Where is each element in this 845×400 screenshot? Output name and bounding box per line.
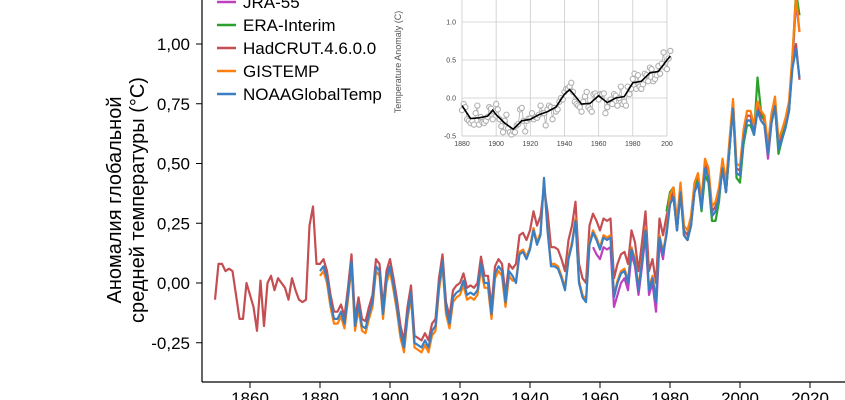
inset-annual-point — [503, 111, 510, 118]
x-tick-label: 1900 — [371, 389, 409, 400]
y-axis-label-line-1: Аномалия глобальной — [104, 96, 126, 303]
inset-annual-point — [537, 102, 544, 109]
inset-x-tick-label: 1940 — [557, 141, 573, 148]
inset-y-tick-label: 1.0 — [446, 20, 456, 27]
inset-x-tick-label: 1980 — [625, 141, 641, 148]
legend: JRA-55 ERA-Interim HadCRUT.4.6.0.0 GISTEMP N… — [217, 0, 382, 104]
x-tick-label: 1880 — [301, 389, 339, 400]
legend-label: NOAAGlobalTemp — [243, 85, 382, 104]
y-tick-label: 0,00 — [157, 274, 190, 293]
inset-annual-point — [609, 100, 616, 108]
main-plot-axes: 1,00 0,75 0,50 0,25 0,00 -0,25 1860 1880 1900 192… — [151, 0, 845, 400]
inset-annual-point — [660, 49, 667, 56]
legend-item: JRA-55 — [217, 0, 300, 12]
inset-x-tick-label: 1920 — [523, 141, 539, 148]
inset-annual-point — [600, 90, 607, 97]
inset-annual-point — [489, 116, 496, 123]
inset-annual-point — [667, 47, 674, 55]
inset-annual-point — [622, 102, 630, 109]
inset-annual-point — [499, 129, 507, 136]
legend-label: HadCRUT.4.6.0.0 — [243, 39, 376, 58]
inset-x-tick-label: 1900 — [488, 141, 504, 148]
inset-annual-point — [528, 110, 536, 117]
inset-annual-point — [648, 65, 655, 73]
inset-annual-point — [493, 100, 500, 108]
x-tick-label: 1960 — [581, 389, 619, 400]
inset-annual-point — [583, 88, 590, 96]
y-axis-label-line-2: средней температуры (°C) — [127, 77, 149, 323]
inset-annual-point — [614, 102, 621, 109]
inset-annual-point — [634, 72, 642, 79]
legend-item: HadCRUT.4.6.0.0 — [217, 39, 376, 58]
main-plot-series — [213, 0, 801, 354]
inset-annual-point — [604, 103, 611, 111]
inset-annual-point — [639, 81, 647, 88]
inset-annual-point — [656, 70, 664, 77]
y-tick-label: 0,75 — [157, 95, 190, 114]
x-tick-label: 1860 — [231, 389, 269, 400]
series-line-noaaglobaltemp — [319, 47, 801, 349]
inset-annual-point — [494, 106, 502, 113]
x-tick-label: 1980 — [651, 389, 689, 400]
inset-annual-point — [588, 108, 595, 115]
inset-annual-point — [663, 65, 671, 73]
y-tick-label: 0,25 — [157, 214, 190, 233]
inset-y-tick-label: 0.0 — [446, 96, 456, 103]
y-tick-label: 0,50 — [157, 155, 190, 174]
inset-annual-point — [549, 116, 556, 123]
y-tick-label: -0,25 — [151, 334, 190, 353]
inset-background — [390, 0, 665, 150]
inset-y-tick-label: 0.5 — [446, 58, 456, 65]
legend-label: JRA-55 — [243, 0, 300, 12]
inset-annual-point — [617, 83, 624, 90]
inset-x-tick-label: 200 — [661, 141, 673, 148]
inset-y-tick-label: -0.5 — [444, 134, 456, 141]
legend-item: GISTEMP — [217, 62, 320, 81]
inset-smoothed-line — [461, 55, 671, 131]
inset-annual-point — [554, 106, 561, 113]
inset-annual-point — [511, 129, 519, 136]
inset-x-tick-label: 1960 — [591, 141, 607, 148]
inset-annual-point — [522, 128, 529, 135]
y-axis-label: Аномалия глобальной средней температуры … — [104, 77, 149, 323]
inset-annual-point — [602, 110, 609, 117]
inset-annual-point — [498, 122, 505, 130]
inset-annual-point — [472, 110, 479, 117]
inset-x-tick-label: 1880 — [454, 141, 470, 148]
x-tick-label: 2000 — [721, 389, 759, 400]
inset-annual-point — [595, 96, 602, 103]
inset-annual-point — [568, 79, 575, 86]
x-tick-label: 2020 — [791, 389, 829, 400]
inset-annual-point — [474, 102, 481, 109]
inset-annual-point — [578, 108, 585, 115]
legend-label: ERA-Interim — [243, 16, 336, 35]
inset-annual-point — [626, 91, 633, 98]
inset-annual-point — [645, 78, 652, 85]
legend-label: GISTEMP — [243, 62, 320, 81]
x-tick-label: 1940 — [511, 389, 549, 400]
x-tick-label: 1920 — [441, 389, 479, 400]
legend-item: ERA-Interim — [217, 16, 336, 35]
inset-annual-point — [470, 121, 478, 128]
inset-y-axis-label: Temperature Anomaly (C) — [393, 11, 403, 114]
legend-item: NOAAGlobalTemp — [217, 85, 382, 104]
y-tick-label: 1,00 — [157, 35, 190, 54]
inset-annual-point — [542, 122, 549, 129]
inset-annual-point — [518, 104, 525, 112]
inset-annual-point — [629, 75, 636, 83]
